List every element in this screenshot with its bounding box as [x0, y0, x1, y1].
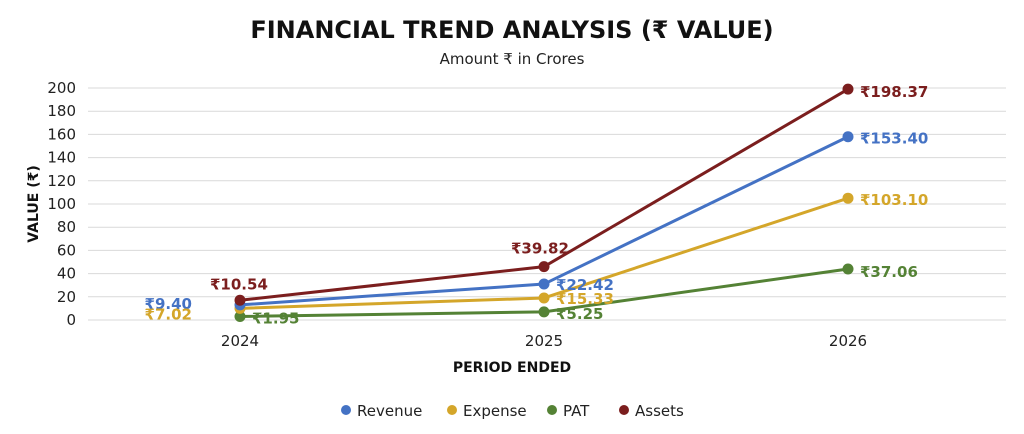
data-point-revenue: [538, 278, 550, 290]
y-tick-label: 140: [47, 149, 76, 167]
data-point-pat: [234, 311, 246, 323]
chart-subtitle: Amount ₹ in Crores: [440, 50, 585, 68]
legend-label-pat: PAT: [563, 402, 590, 420]
data-label-revenue: ₹153.40: [860, 130, 928, 148]
x-axis-ticks: 2024 2025 2026: [221, 332, 867, 350]
x-tick-label: 2024: [221, 332, 259, 350]
data-label-pat: ₹37.06: [860, 263, 918, 281]
legend-marker-revenue: [341, 405, 351, 415]
y-tick-label: 180: [47, 102, 76, 120]
data-label-expense: ₹103.10: [860, 191, 928, 209]
y-axis-title: VALUE (₹): [26, 165, 42, 243]
data-label-assets: ₹39.82: [511, 240, 569, 258]
data-label-pat: ₹1.95: [252, 310, 299, 328]
data-point-expense: [842, 192, 854, 204]
data-point-expense: [538, 292, 550, 304]
data-label-assets: ₹198.37: [860, 83, 928, 101]
y-tick-label: 60: [57, 241, 76, 259]
legend-marker-pat: [547, 405, 557, 415]
y-axis-ticks: 0 20 40 60 80 100 120 140 160 180 200: [47, 79, 76, 329]
x-tick-label: 2026: [829, 332, 867, 350]
data-label-pat: ₹5.25: [556, 305, 603, 323]
legend-marker-expense: [447, 405, 457, 415]
y-tick-label: 160: [47, 125, 76, 143]
y-tick-label: 100: [47, 195, 76, 213]
y-tick-label: 80: [57, 218, 76, 236]
legend-label-revenue: Revenue: [357, 402, 422, 420]
data-label-assets: ₹10.54: [210, 275, 268, 293]
data-point-assets: [842, 83, 854, 95]
y-tick-label: 20: [57, 288, 76, 306]
y-tick-label: 0: [66, 311, 76, 329]
y-tick-label: 200: [47, 79, 76, 97]
legend-marker-assets: [619, 405, 629, 415]
data-label-expense: ₹7.02: [145, 305, 192, 323]
data-label-expense: ₹15.33: [556, 290, 614, 308]
data-point-pat: [538, 306, 550, 318]
series-lines: [234, 83, 854, 323]
data-label-revenue: ₹22.42: [556, 276, 614, 294]
legend: Revenue Expense PAT Assets: [341, 402, 684, 420]
legend-label-assets: Assets: [635, 402, 684, 420]
chart-title: FINANCIAL TREND ANALYSIS (₹ VALUE): [250, 16, 773, 44]
y-tick-label: 120: [47, 172, 76, 190]
legend-label-expense: Expense: [463, 402, 527, 420]
data-labels: ₹9.40 ₹22.42 ₹153.40 ₹7.02 ₹15.33 ₹103.10 ₹1.9…: [145, 83, 929, 327]
data-label-revenue: ₹9.40: [145, 295, 192, 313]
x-axis-title: PERIOD ENDED: [453, 360, 571, 376]
data-point-pat: [842, 263, 854, 275]
x-tick-label: 2025: [525, 332, 563, 350]
data-point-assets: [538, 261, 550, 273]
data-point-assets: [234, 294, 246, 306]
y-tick-label: 40: [57, 265, 76, 283]
data-point-revenue: [842, 131, 854, 143]
